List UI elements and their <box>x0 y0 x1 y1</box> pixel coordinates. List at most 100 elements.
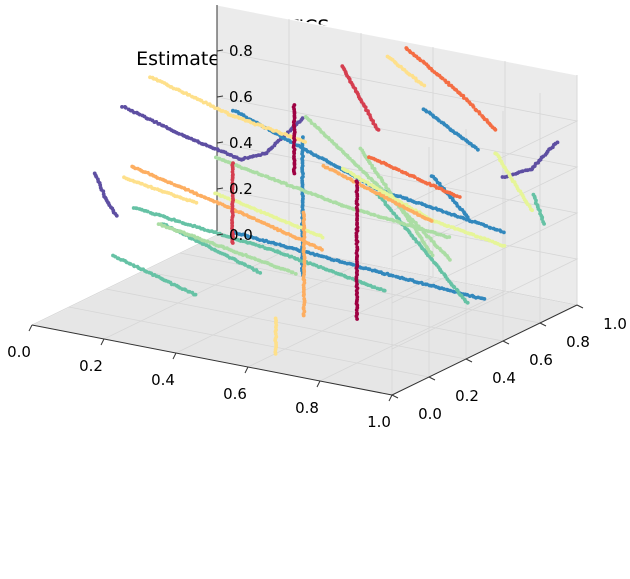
data-point <box>132 110 136 115</box>
data-point <box>302 260 307 265</box>
data-point <box>301 227 306 232</box>
data-point <box>502 230 506 235</box>
data-point <box>422 83 427 88</box>
data-point <box>301 171 305 176</box>
data-point <box>499 229 503 234</box>
y-tick-label: 0.2 <box>455 387 479 405</box>
grid-line-z <box>216 50 579 212</box>
data-point <box>234 209 239 214</box>
data-point <box>132 264 137 269</box>
x-tick-label: 0.8 <box>295 399 319 417</box>
y-tick-mark <box>539 322 547 327</box>
data-point <box>302 269 307 274</box>
data-point <box>292 115 297 120</box>
data-point <box>555 140 560 145</box>
data-point <box>257 238 262 243</box>
data-point <box>140 181 144 186</box>
data-point <box>300 176 304 180</box>
data-point <box>392 219 396 223</box>
data-point <box>328 199 333 204</box>
grid-line-z <box>216 188 579 350</box>
data-point <box>230 241 235 245</box>
cluster-22 <box>385 54 427 88</box>
data-point <box>488 226 493 230</box>
data-point <box>359 167 363 172</box>
data-point <box>301 313 306 318</box>
data-point <box>103 195 107 200</box>
data-point <box>274 325 278 330</box>
data-point <box>230 204 235 208</box>
z-tick-mark <box>216 141 224 144</box>
x-axis-line <box>31 324 393 396</box>
data-point <box>471 105 476 109</box>
data-point <box>448 258 452 262</box>
data-point <box>292 151 297 156</box>
data-point <box>355 213 360 218</box>
data-point <box>300 188 304 192</box>
data-point <box>320 247 324 252</box>
data-point <box>355 180 360 185</box>
data-point <box>177 219 182 224</box>
data-point <box>372 213 377 218</box>
data-point <box>230 167 235 172</box>
data-point <box>398 203 402 208</box>
y-tick-label: 0.4 <box>492 369 516 387</box>
data-point <box>376 127 381 132</box>
data-point <box>231 232 235 237</box>
data-point <box>145 209 150 214</box>
data-point <box>290 270 295 275</box>
data-point <box>482 297 487 301</box>
cluster-30 <box>230 161 236 245</box>
data-point <box>392 211 397 216</box>
x-tick-mark <box>28 324 33 332</box>
y-tick-mark <box>576 304 584 309</box>
x-tick-label: 1.0 <box>367 413 391 431</box>
data-point <box>446 224 451 228</box>
y-tick-label: 0.6 <box>529 351 553 369</box>
cluster-19 <box>493 151 534 213</box>
data-point <box>273 352 278 356</box>
y-axis-line <box>391 304 578 396</box>
data-point <box>230 210 235 215</box>
data-point <box>475 234 480 239</box>
x-tick-mark <box>100 338 105 346</box>
cluster-28 <box>367 155 462 199</box>
data-point <box>465 300 470 305</box>
data-point <box>279 132 284 136</box>
data-point <box>244 115 249 120</box>
cluster-14 <box>303 115 452 262</box>
data-point <box>314 245 318 250</box>
x-tick-mark <box>316 380 321 388</box>
data-point <box>273 332 278 336</box>
data-point <box>259 210 264 215</box>
data-point <box>230 177 235 182</box>
x-tick-mark <box>244 366 249 374</box>
data-point <box>354 235 359 240</box>
z-tick-label: 0.6 <box>229 88 253 106</box>
data-point <box>354 308 359 312</box>
data-point <box>300 205 305 209</box>
x-tick-label: 0.2 <box>79 357 103 375</box>
data-point <box>123 105 128 110</box>
axis-panes <box>30 4 579 396</box>
data-point <box>273 178 277 183</box>
cluster-9 <box>160 222 263 275</box>
data-point <box>254 243 258 247</box>
data-point <box>439 270 444 274</box>
data-point <box>355 202 360 207</box>
data-point <box>487 238 492 243</box>
data-point <box>429 219 434 223</box>
data-point <box>300 116 305 120</box>
data-point <box>412 175 417 180</box>
data-point <box>476 147 480 152</box>
cluster-1 <box>92 171 119 218</box>
data-point <box>193 292 198 297</box>
x-tick-mark <box>388 394 393 402</box>
z-tick-mark <box>216 187 224 190</box>
z-tick-label: 0.2 <box>229 180 253 198</box>
y-tick-mark <box>391 394 399 399</box>
data-point <box>355 194 360 199</box>
data-point <box>251 154 256 158</box>
x-tick-label: 0.0 <box>7 343 31 361</box>
z-tick-mark <box>216 233 224 236</box>
